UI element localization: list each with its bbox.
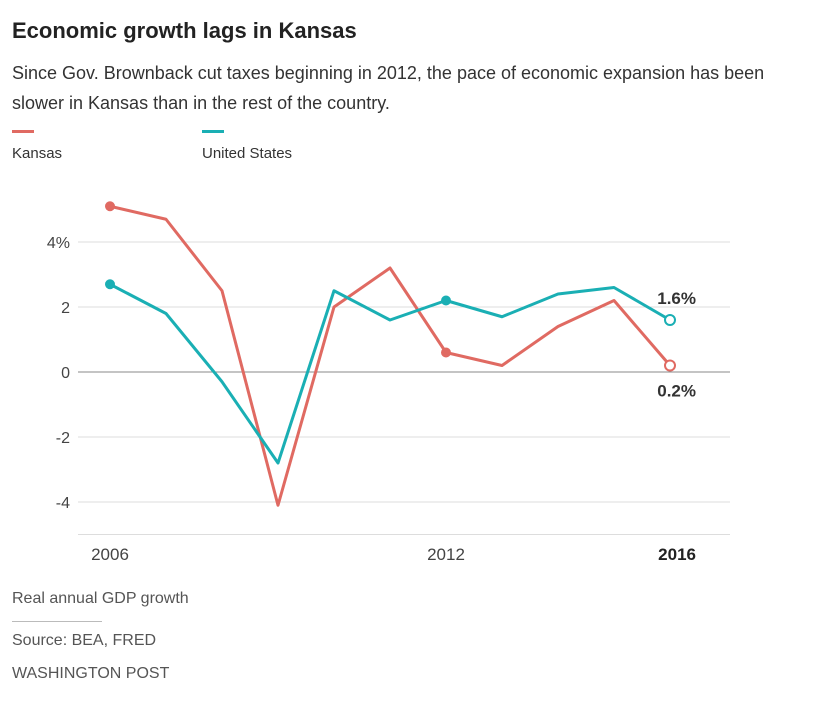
- x-tick-label: 2016: [658, 545, 696, 564]
- series-line-kansas: [109, 204, 672, 507]
- y-tick-label: 4%: [47, 235, 70, 252]
- footer-credit: WASHINGTON POST: [12, 665, 170, 682]
- legend-kansas-label: Kansas: [12, 145, 63, 162]
- end-value-label: 0.2%: [657, 382, 696, 401]
- footer-divider: [12, 621, 102, 622]
- y-tick-label: 2: [61, 300, 70, 317]
- footer-note: Real annual GDP growth: [12, 590, 189, 607]
- end-value-label: 1.6%: [657, 289, 696, 308]
- x-tick-label: 2012: [427, 545, 465, 564]
- x-tick-label: 2006: [91, 545, 129, 564]
- legend-kansas: Kansas: [12, 130, 62, 162]
- y-tick-label: 0: [61, 365, 70, 382]
- chart-title: Economic growth lags in Kansas: [12, 18, 357, 43]
- end-point: [664, 314, 676, 326]
- data-point: [441, 347, 451, 358]
- end-point: [664, 359, 676, 372]
- y-tick-label: -2: [56, 430, 70, 447]
- legend-us-label: United States: [202, 145, 293, 162]
- data-point: [105, 201, 115, 212]
- legend-kansas-swatch: [12, 130, 34, 133]
- legend-us-swatch: [202, 130, 224, 133]
- series-line-us: [109, 282, 671, 465]
- data-point: [105, 279, 115, 290]
- chart-subtitle: Since Gov. Brownback cut taxes beginning…: [12, 63, 765, 113]
- data-point: [441, 295, 451, 306]
- footer-source: Source: BEA, FRED: [12, 632, 157, 649]
- legend-us: United States: [202, 130, 292, 162]
- y-tick-label: -4: [56, 495, 70, 512]
